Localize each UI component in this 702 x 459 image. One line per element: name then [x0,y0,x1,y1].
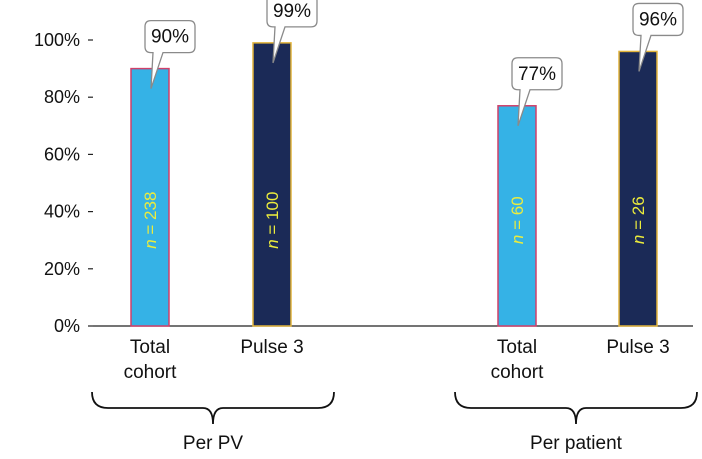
bar [618,50,658,327]
value-label: 99% [273,1,311,22]
y-tick-label: 20% [44,259,80,279]
n-label: n = 100 [263,192,282,249]
value-callout [511,57,563,126]
n-label: n = 26 [629,196,648,244]
category-label: Total [497,337,537,358]
bar [497,105,537,327]
y-tick-label: 40% [44,202,80,222]
y-tick-label: 80% [44,87,80,107]
group-bracket [91,391,335,425]
category-label: Total [130,337,170,358]
value-label: 96% [639,9,677,30]
category-labels: Total cohort Pulse 3 Total cohort Pulse 3 [124,337,670,383]
n-label: n = 238 [141,192,160,249]
n-label: n = 60 [508,196,527,244]
y-axis: 0% 20% 40% 60% 80% 100% [34,30,693,336]
value-callout [632,2,684,72]
y-tick-label: 0% [54,316,80,336]
category-label: Pulse 3 [240,337,303,358]
group-label: Per patient [530,433,623,454]
value-label: 77% [518,64,556,85]
group-brackets: Per PV Per patient [91,391,698,454]
group-label: Per PV [183,433,244,454]
y-tick-label: 60% [44,144,80,164]
category-label: Pulse 3 [606,337,669,358]
value-callout [266,0,318,64]
category-label: cohort [124,362,178,383]
bar [130,67,170,327]
category-label: cohort [491,362,545,383]
value-callout [144,19,196,89]
value-label: 90% [151,27,189,48]
group-bracket [454,391,698,425]
y-tick-label: 100% [34,30,80,50]
bars: n = 238 90% n = 100 99% n = 60 77% n = 26 96% [130,0,684,327]
bar [252,42,292,327]
